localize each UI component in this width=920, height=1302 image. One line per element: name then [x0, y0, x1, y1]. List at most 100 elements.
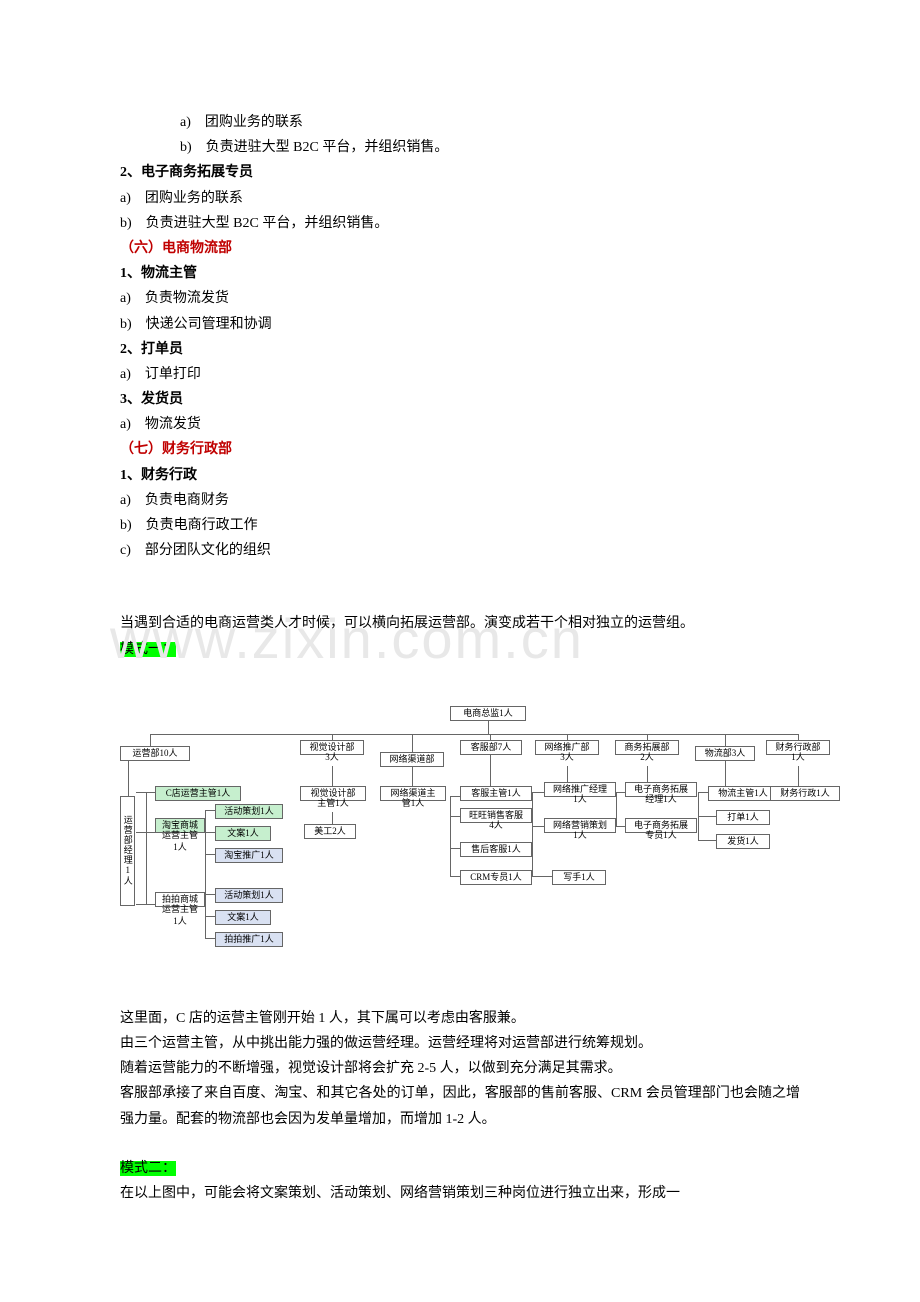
heading: （六）电商物流部 [120, 236, 800, 261]
org-node: 发货1人 [716, 834, 770, 850]
connector-line [450, 816, 460, 817]
org-node: 售后客服1人 [460, 842, 532, 858]
connector-line [412, 766, 413, 786]
list-item: a) 负责物流发货 [120, 286, 800, 311]
connector-line [332, 812, 333, 824]
connector-line [616, 826, 625, 827]
connector-line [146, 792, 147, 904]
org-node: 活动策划1人 [215, 804, 283, 820]
connector-line [532, 876, 552, 877]
paragraph: 当遇到合适的电商运营类人才时候，可以横向拓展运营部。演变成若干个相对独立的运营组… [120, 611, 800, 636]
connector-line [725, 760, 726, 786]
connector-line [532, 792, 533, 876]
org-node: 1人 [766, 752, 830, 764]
connector-line [128, 760, 129, 796]
connector-line [532, 792, 544, 793]
org-node: 财务行政1人 [770, 786, 840, 802]
org-node: 活动策划1人 [215, 888, 283, 904]
org-node: 文案1人 [215, 910, 271, 926]
org-node: 物流主管1人 [708, 786, 778, 802]
connector-line [698, 840, 716, 841]
connector-line [205, 810, 215, 811]
connector-line [450, 796, 460, 797]
org-node: 1人 [544, 794, 616, 806]
heading: （七）财务行政部 [120, 437, 800, 462]
connector-line [450, 796, 451, 876]
org-node: 客服部7人 [460, 740, 522, 756]
org-node: 4人 [460, 820, 532, 832]
org-node: 拍拍推广1人 [215, 932, 283, 948]
org-chart: 电商总监1人运营部10人视觉设计部3人网络渠道部客服部7人网络推广部3人商务拓展… [120, 706, 800, 986]
connector-line [488, 720, 489, 734]
connector-line [150, 734, 151, 746]
heading: 1、物流主管 [120, 261, 800, 286]
list-item: a) 负责电商财务 [120, 488, 800, 513]
connector-line [698, 792, 699, 840]
org-node: 网络渠道部 [380, 752, 444, 768]
paragraph: 客服部承接了来自百度、淘宝、和其它各处的订单，因此，客服部的售前客服、CRM 会… [120, 1081, 800, 1131]
connector-line [616, 792, 617, 826]
paragraph: 在以上图中，可能会将文案策划、活动策划、网络营销策划三种岗位进行独立出来，形成一 [120, 1181, 800, 1206]
org-node: 淘宝推广1人 [215, 848, 283, 864]
list-item: a) 订单打印 [120, 362, 800, 387]
paragraph: 随着运营能力的不断增强，视觉设计部将会扩充 2-5 人，以做到充分满足其需求。 [120, 1056, 800, 1081]
org-node: 2人 [615, 752, 679, 764]
paragraph: 由三个运营主管，从中挑出能力强的做运营经理。运营经理将对运营部进行统筹规划。 [120, 1031, 800, 1056]
heading: 2、打单员 [120, 337, 800, 362]
connector-line [698, 792, 708, 793]
connector-line [205, 810, 206, 938]
org-node: 1人 [155, 916, 205, 928]
org-node: 运营部经理1人 [120, 796, 135, 906]
mode-label: 模式二： [120, 1161, 176, 1176]
org-node: 文案1人 [215, 826, 271, 842]
connector-line [725, 734, 726, 746]
org-node: 运营主管 [155, 830, 205, 842]
org-node: 专员1人 [625, 830, 697, 842]
connector-line [205, 894, 215, 895]
org-node: CRM专员1人 [460, 870, 532, 886]
list-item: a) 团购业务的联系 [120, 110, 800, 135]
connector-line [205, 832, 215, 833]
org-node: 电商总监1人 [450, 706, 526, 722]
list-item: b) 快递公司管理和协调 [120, 312, 800, 337]
connector-line [490, 754, 491, 786]
list-item: a) 物流发货 [120, 412, 800, 437]
connector-line [136, 904, 155, 905]
org-node: 物流部3人 [695, 746, 755, 762]
org-node: 打单1人 [716, 810, 770, 826]
list-item: b) 负责电商行政工作 [120, 513, 800, 538]
connector-line [205, 916, 215, 917]
connector-line [698, 816, 716, 817]
connector-line [205, 938, 215, 939]
org-node: 运营主管 [155, 904, 205, 916]
connector-line [332, 766, 333, 786]
mode-label: 模式一： [120, 642, 176, 657]
list-item: a) 团购业务的联系 [120, 186, 800, 211]
org-node: 客服主管1人 [460, 786, 532, 802]
connector-line [205, 854, 215, 855]
list-item: c) 部分团队文化的组织 [120, 538, 800, 563]
connector-line [412, 734, 413, 752]
heading: 1、财务行政 [120, 463, 800, 488]
connector-line [532, 826, 544, 827]
org-node: 1人 [544, 830, 616, 842]
paragraph: 这里面，C 店的运营主管刚开始 1 人，其下属可以考虑由客服兼。 [120, 1006, 800, 1031]
org-node: C店运营主管1人 [155, 786, 241, 802]
org-node: 3人 [535, 752, 599, 764]
list-item: b) 负责进驻大型 B2C 平台，并组织销售。 [120, 211, 800, 236]
org-node: 经理1人 [625, 794, 697, 806]
org-node: 管1人 [380, 798, 446, 810]
connector-line [616, 792, 625, 793]
org-node: 写手1人 [552, 870, 606, 886]
connector-line [450, 876, 460, 877]
org-node: 运营部10人 [120, 746, 190, 762]
connector-line [798, 766, 799, 786]
heading: 2、电子商务拓展专员 [120, 160, 800, 185]
heading: 3、发货员 [120, 387, 800, 412]
connector-line [450, 848, 460, 849]
connector-line [150, 734, 798, 735]
connector-line [567, 766, 568, 782]
list-item: b) 负责进驻大型 B2C 平台，并组织销售。 [120, 135, 800, 160]
org-node: 1人 [155, 842, 205, 854]
org-node: 美工2人 [304, 824, 356, 840]
